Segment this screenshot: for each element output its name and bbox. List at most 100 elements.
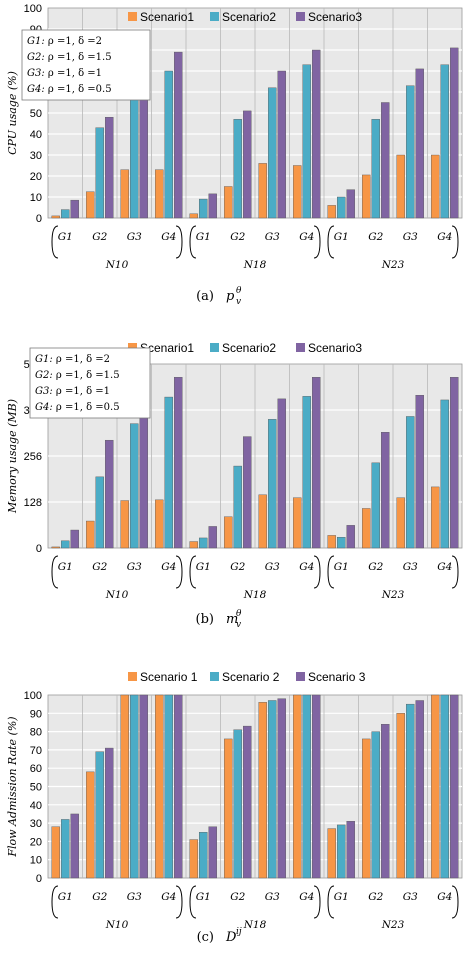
group-label: N23 [381,919,405,931]
y-tick-label: 30 [30,150,42,162]
bar-2 [406,703,415,879]
group-bracket-left [327,225,335,259]
bar-2 [199,832,208,879]
y-axis-label: Memory usage (MB) [6,399,19,514]
caption-symbol: p [226,289,235,304]
bar-3 [381,102,390,219]
bar-3 [174,51,183,219]
category-label: G3 [127,231,142,243]
bar-3 [243,436,252,549]
bar-3 [105,116,114,219]
bar-1 [431,486,440,549]
bar-2 [233,729,242,879]
y-tick-label: 256 [24,451,42,463]
bar-1 [293,694,302,879]
annotation-group: G3: [35,386,53,397]
bar-3 [277,698,286,879]
y-tick-label: 50 [30,782,42,794]
legend-swatch-1 [128,12,137,21]
bar-2 [164,70,173,219]
bar-2 [406,416,415,549]
y-tick-label: 100 [24,3,42,15]
bar-2 [371,119,380,219]
bar-3 [105,747,114,879]
group-bracket-right [175,885,183,919]
bar-3 [381,432,390,549]
bar-2 [199,198,208,219]
bar-2 [440,399,449,549]
group-bracket-left [327,555,335,589]
annotation-params: ρ =1, δ =1.5 [53,370,120,381]
y-axis-label: CPU usage (%) [6,71,19,155]
annotation-group: G4: [27,84,45,95]
annotation-line: G1: ρ =1, δ =2 [27,36,102,47]
bar-3 [346,821,355,879]
bar-1 [120,500,129,549]
bar-2 [302,396,311,549]
bar-2 [164,396,173,549]
group-bracket-left [51,885,59,919]
bar-1 [327,828,336,879]
bar-3 [208,193,217,219]
annotation-params: ρ =1, δ =2 [45,36,102,47]
bar-1 [224,516,233,549]
bar-2 [95,751,104,879]
bar-3 [243,110,252,219]
bar-3 [450,694,459,879]
annotation-line: G2: ρ =1, δ =1.5 [35,370,120,381]
bar-3 [312,377,321,549]
bar-1 [86,771,95,879]
category-label: G4 [437,891,452,903]
bar-3 [208,526,217,549]
bar-3 [277,70,286,219]
bar-1 [189,541,198,549]
bar-1 [293,497,302,549]
y-tick-label: 30 [30,818,42,830]
category-label: G2 [230,561,245,573]
group-label: N18 [243,919,267,931]
bar-2 [371,731,380,879]
category-label: G1 [58,231,73,243]
annotation-params: ρ =1, δ =0.5 [45,84,112,95]
y-tick-label: 40 [30,129,42,141]
group-bracket-left [51,555,59,589]
category-label: G1 [58,891,73,903]
category-label: G3 [403,891,418,903]
bar-1 [396,497,405,549]
category-label: G4 [437,231,452,243]
legend-label-1: Scenario1 [140,10,194,24]
y-tick-label: 20 [30,836,42,848]
bar-1 [155,499,164,549]
category-label: G1 [196,561,211,573]
group-label: N10 [105,259,129,271]
y-tick-label: 20 [30,171,42,183]
legend-swatch-1 [128,343,137,352]
bar-1 [51,215,60,219]
category-label: G2 [368,561,383,573]
chart-2: 0128256384512Memory usage (MB)G1G2G3G4G1… [6,341,463,630]
bar-2 [130,694,139,879]
bar-2 [61,819,70,879]
y-tick-label: 40 [30,800,42,812]
bar-1 [224,738,233,879]
bar-2 [164,694,173,879]
y-tick-label: 10 [30,855,42,867]
annotation-group: G4: [35,402,53,413]
bar-1 [396,154,405,219]
bar-1 [258,702,267,879]
bar-3 [415,68,424,219]
caption-symbol: D [225,930,237,945]
category-label: G2 [92,231,107,243]
legend-label-1: Scenario 1 [140,670,198,684]
bar-1 [362,738,371,879]
chart-1: 0102030405060708090100CPU usage (%)G1G2G… [6,3,463,307]
bar-3 [174,377,183,549]
legend-label-1: Scenario1 [140,341,194,355]
y-tick-label: 100 [24,690,42,702]
caption-superscript: θ [236,286,242,296]
category-label: G2 [230,891,245,903]
bar-2 [302,694,311,879]
annotation-params: ρ =1, δ =0.5 [53,402,120,413]
legend-label-3: Scenario 3 [308,670,366,684]
